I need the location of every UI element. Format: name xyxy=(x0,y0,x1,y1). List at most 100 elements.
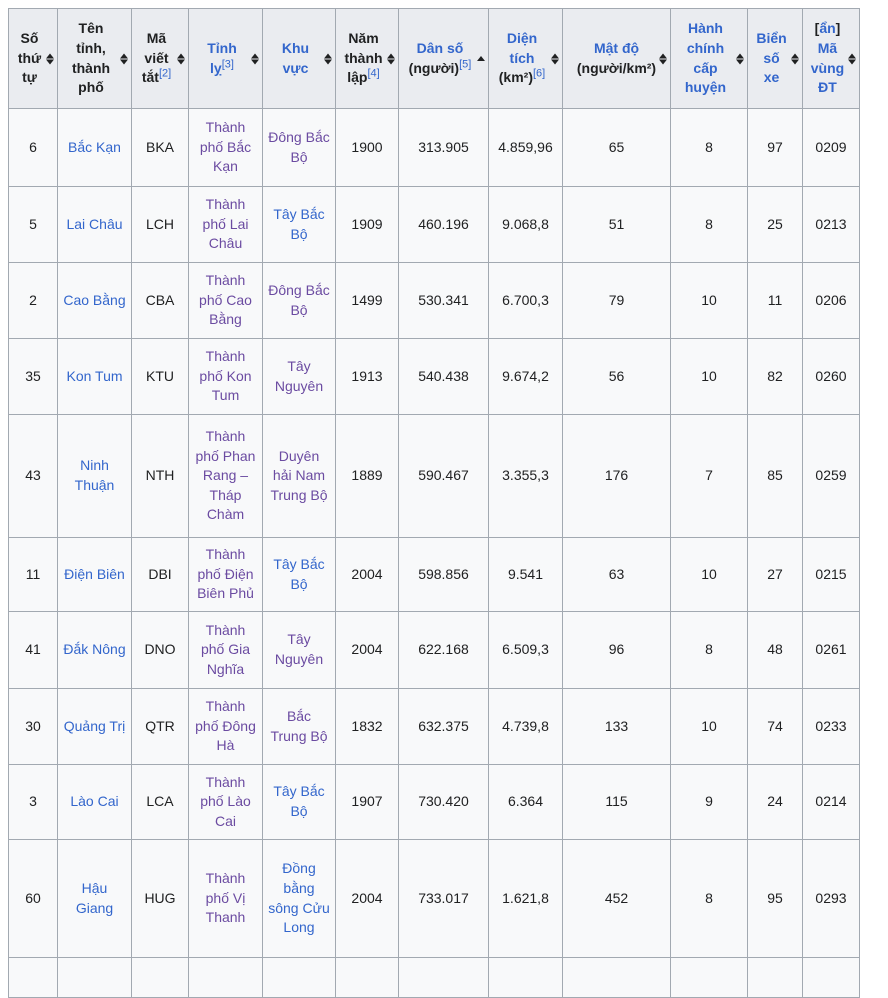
cell-ma-vung-dt: 0293 xyxy=(802,839,860,958)
cell-hanh-chinh: 10 xyxy=(670,688,748,765)
cell-mat-do: 51 xyxy=(562,186,671,263)
header-link[interactable]: Tỉnh lỵ xyxy=(207,39,237,76)
cell-hanh-chinh: 10 xyxy=(670,338,748,415)
cell-dien-tich: 3.355,3 xyxy=(488,414,563,538)
footnote-ref[interactable]: [5] xyxy=(459,57,472,70)
footnote-ref[interactable]: [3] xyxy=(221,57,234,70)
province-link[interactable]: Cao Bằng xyxy=(63,291,126,308)
header-link[interactable]: Khu vực xyxy=(281,39,310,76)
cell-hanh-chinh: 9 xyxy=(670,764,748,840)
cell-dien-tich: 9.541 xyxy=(488,537,563,612)
header-dien-tich[interactable]: Diện tích (km²)[6] xyxy=(488,8,563,109)
hide-toggle-link[interactable]: ẩn xyxy=(819,20,836,37)
cell-nam-thanh-lap: 1913 xyxy=(335,338,399,415)
region-link[interactable]: Đồng bằng sông Cửu Long xyxy=(268,860,330,936)
cell-ma-vung-dt: 0259 xyxy=(802,414,860,538)
cell-tinh-ly: Thành phố Phan Rang – Tháp Chàm xyxy=(188,414,263,538)
cell-dan-so: 598.856 xyxy=(398,537,489,612)
capital-link[interactable]: Thành phố Đông Hà xyxy=(195,698,256,754)
sort-toggle-icon xyxy=(791,53,800,64)
cell-tinh-ly: Thành phố Gia Nghĩa xyxy=(188,611,263,689)
cell-mat-do: 65 xyxy=(562,108,671,187)
region-link[interactable]: Đông Bắc Bộ xyxy=(268,128,330,165)
header-link[interactable]: Biển số xe xyxy=(756,30,787,86)
region-link[interactable]: Đông Bắc Bộ xyxy=(268,281,330,318)
province-link[interactable]: Hậu Giang xyxy=(75,879,114,916)
header-text: [ xyxy=(814,20,820,37)
table-row: 43 Ninh Thuận NTH Thành phố Phan Rang – Thá… xyxy=(8,414,860,538)
province-link[interactable]: Kon Tum xyxy=(66,367,123,384)
region-link[interactable]: Tây Bắc Bộ xyxy=(273,555,325,592)
cell-ten-tinh: Điện Biên xyxy=(57,537,132,612)
cell-so-thu-tu: 35 xyxy=(8,338,58,415)
cell-dan-so: 590.467 xyxy=(398,414,489,538)
footnote-ref[interactable]: [4] xyxy=(367,67,380,80)
sort-toggle-icon xyxy=(387,53,396,64)
cell-nam-thanh-lap: 1900 xyxy=(335,108,399,187)
region-link[interactable]: Bắc Trung Bộ xyxy=(270,707,328,744)
cell-hanh-chinh: 8 xyxy=(670,186,748,263)
province-link[interactable]: Điện Biên xyxy=(64,565,125,582)
footnote-ref[interactable]: [2] xyxy=(158,67,172,80)
header-label: [ẩn] Mã vùng ĐT xyxy=(811,19,844,97)
header-ten-tinh[interactable]: Tên tỉnh, thành phố xyxy=(57,8,132,109)
capital-link[interactable]: Thành phố Điện Biên Phủ xyxy=(197,546,254,602)
header-link[interactable]: Dân số xyxy=(416,39,464,56)
capital-link[interactable]: Thành phố Phan Rang – Tháp Chàm xyxy=(195,428,256,523)
cell-mat-do: 96 xyxy=(562,611,671,689)
region-link[interactable]: Duyên hải Nam Trung Bộ xyxy=(270,447,328,503)
header-link[interactable]: Diện tích xyxy=(506,30,538,66)
capital-link[interactable]: Thành phố Vị Thanh xyxy=(205,870,246,926)
cell-bien-so-xe: 85 xyxy=(747,414,803,538)
header-ma-viet-tat[interactable]: Mã viết tắt[2] xyxy=(131,8,189,109)
cell-ten-tinh: Hậu Giang xyxy=(57,839,132,958)
table-row: 41 Đắk Nông DNO Thành phố Gia Nghĩa Tây Nguy… xyxy=(8,611,860,689)
header-link[interactable]: Mã vùng ĐT xyxy=(810,39,845,96)
capital-link[interactable]: Thành phố Gia Nghĩa xyxy=(200,621,251,677)
cell-bien-so-xe: 24 xyxy=(747,764,803,840)
cell-dien-tich: 6.364 xyxy=(488,764,563,840)
header-text: Số thứ tự xyxy=(17,30,42,86)
cell-so-thu-tu: 60 xyxy=(8,839,58,958)
cell-ma-viet-tat: KTU xyxy=(131,338,189,415)
cell-tinh-ly: Thành phố Đông Hà xyxy=(188,688,263,765)
header-mat-do[interactable]: Mật độ (người/km²) xyxy=(562,8,671,109)
region-link[interactable]: Tây Bắc Bộ xyxy=(273,783,325,819)
province-link[interactable]: Lai Châu xyxy=(66,215,123,232)
cell-ma-vung-dt: 0233 xyxy=(802,688,860,765)
header-nam-thanh-lap[interactable]: Năm thành lập[4] xyxy=(335,8,399,109)
province-link[interactable]: Ninh Thuận xyxy=(74,457,115,493)
table-row: 11 Điện Biên DBI Thành phố Điện Biên Phủ Tây… xyxy=(8,537,860,612)
province-link[interactable]: Bắc Kạn xyxy=(68,138,121,155)
header-khu-vuc[interactable]: Khu vực xyxy=(262,8,336,109)
header-dan-so[interactable]: Dân số (người)[5] xyxy=(398,8,489,109)
header-tinh-ly[interactable]: Tỉnh lỵ[3] xyxy=(188,8,263,109)
province-link[interactable]: Quảng Trị xyxy=(63,717,126,734)
region-link[interactable]: Tây Bắc Bộ xyxy=(273,205,325,242)
capital-link[interactable]: Thành phố Lào Cai xyxy=(200,773,251,829)
cell-khu-vuc: Bắc Trung Bộ xyxy=(262,688,336,765)
cell-ma-viet-tat: LCA xyxy=(131,764,189,840)
header-so-thu-tu[interactable]: Số thứ tự xyxy=(8,8,58,109)
cell-dan-so: 622.168 xyxy=(398,611,489,689)
cell-hanh-chinh: 10 xyxy=(670,537,748,612)
table-row: 3 Lào Cai LCA Thành phố Lào Cai Tây Bắc Bộ 19… xyxy=(8,764,860,840)
header-hanh-chinh[interactable]: Hành chính cấp huyện xyxy=(670,8,748,109)
footnote-ref[interactable]: [6] xyxy=(533,67,546,80)
region-link[interactable]: Tây Nguyên xyxy=(274,631,324,667)
sort-toggle-icon xyxy=(659,53,668,64)
capital-link[interactable]: Thành phố Kon Tum xyxy=(199,348,252,404)
capital-link[interactable]: Thành phố Bắc Kạn xyxy=(199,119,252,175)
province-link[interactable]: Đắk Nông xyxy=(63,641,126,658)
header-ma-vung-dt[interactable]: [ẩn] Mã vùng ĐT xyxy=(802,8,860,109)
header-link[interactable]: Mật độ xyxy=(593,39,640,56)
cell-so-thu-tu: 5 xyxy=(8,186,58,263)
region-link[interactable]: Tây Nguyên xyxy=(274,357,324,394)
header-bien-so-xe[interactable]: Biển số xe xyxy=(747,8,803,109)
capital-link[interactable]: Thành phố Cao Bằng xyxy=(199,272,252,328)
cell-khu-vuc: Tây Bắc Bộ xyxy=(262,764,336,840)
header-link[interactable]: Hành chính cấp huyện xyxy=(684,20,727,96)
capital-link[interactable]: Thành phố Lai Châu xyxy=(202,196,249,252)
province-link[interactable]: Lào Cai xyxy=(70,793,119,810)
cell-bien-so-xe: 48 xyxy=(747,611,803,689)
